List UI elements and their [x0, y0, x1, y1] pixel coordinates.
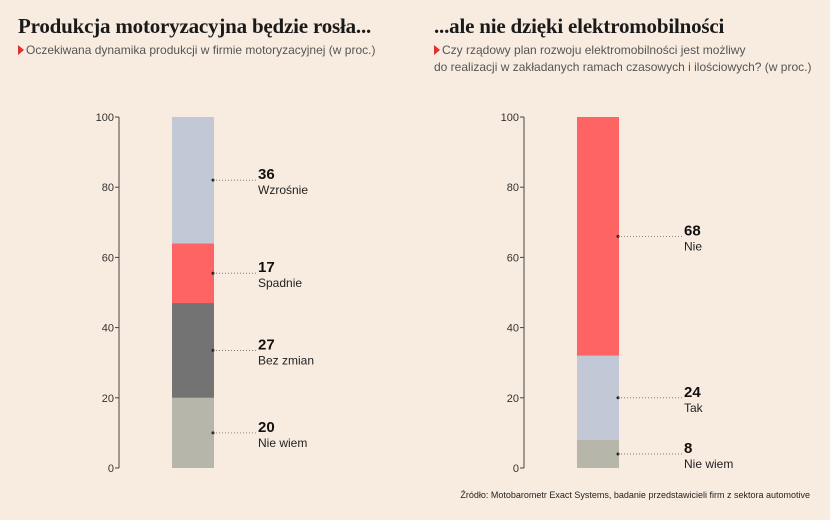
- right-chart-subtitle: Czy rządowy plan rozwoju elektromobilnoś…: [434, 42, 811, 76]
- left-y-tick-label-100: 100: [96, 112, 114, 124]
- right-value-label-nie: 68: [684, 222, 701, 239]
- right-value-label-tak: 24: [684, 384, 701, 401]
- left-chart-subtitle: Oczekiwana dynamika produkcji w firmie m…: [18, 42, 375, 59]
- source-note: Źródło: Motobarometr Exact Systems, bada…: [460, 490, 810, 500]
- right-y-tick-label-60: 60: [507, 252, 519, 264]
- left-chart-title: Produkcja motoryzacyjna będzie rosła...: [18, 14, 372, 38]
- right-chart-title: ...ale nie dzięki elektromobilności: [434, 14, 725, 38]
- left-y-tick-label-20: 20: [102, 393, 114, 405]
- left-value-label-wzrosnie: 36: [258, 166, 275, 183]
- red-arrow-icon: [434, 45, 440, 55]
- right-category-label-tak: Tak: [684, 401, 704, 415]
- right-y-tick-label-0: 0: [513, 463, 519, 475]
- left-category-label-bez-zmian: Bez zmian: [258, 353, 314, 367]
- left-y-tick-label-60: 60: [102, 252, 114, 264]
- right-bar-segment-nie-wiem: [577, 439, 619, 468]
- left-category-label-nie-wiem: Nie wiem: [258, 436, 307, 450]
- left-subtitle-text: Oczekiwana dynamika produkcji w firmie m…: [26, 43, 376, 57]
- right-subtitle-line-2: do realizacji w zakładanych ramach czaso…: [434, 60, 812, 74]
- left-category-label-wzrosnie: Wzrośnie: [258, 183, 308, 197]
- right-y-tick-label-40: 40: [507, 323, 519, 335]
- left-y-tick-label-0: 0: [108, 463, 114, 475]
- left-category-label-spadnie: Spadnie: [258, 276, 302, 290]
- right-category-label-nie-wiem: Nie wiem: [684, 457, 733, 471]
- left-bar-segment-bez-zmian: [172, 303, 214, 398]
- left-value-label-bez-zmian: 27: [258, 336, 275, 353]
- right-value-label-nie-wiem: 8: [684, 440, 692, 457]
- right-subtitle-text-1: Czy rządowy plan rozwoju elektromobilnoś…: [442, 43, 746, 57]
- left-y-tick-label-80: 80: [102, 182, 114, 194]
- right-subtitle-line-1: Czy rządowy plan rozwoju elektromobilnoś…: [434, 42, 811, 59]
- left-bar-segment-nie-wiem: [172, 397, 214, 468]
- left-bar-segment-wzrosnie: [172, 117, 214, 244]
- left-bar-segment-spadnie: [172, 243, 214, 304]
- right-bar-segment-nie: [577, 117, 619, 356]
- left-y-tick-label-40: 40: [102, 323, 114, 335]
- left-value-label-spadnie: 17: [258, 259, 275, 276]
- red-arrow-icon: [18, 45, 24, 55]
- right-y-tick-label-80: 80: [507, 182, 519, 194]
- left-value-label-nie-wiem: 20: [258, 419, 275, 436]
- right-y-tick-label-20: 20: [507, 393, 519, 405]
- right-y-tick-label-100: 100: [501, 112, 519, 124]
- right-category-label-nie: Nie: [684, 239, 702, 253]
- right-bar-segment-tak: [577, 355, 619, 440]
